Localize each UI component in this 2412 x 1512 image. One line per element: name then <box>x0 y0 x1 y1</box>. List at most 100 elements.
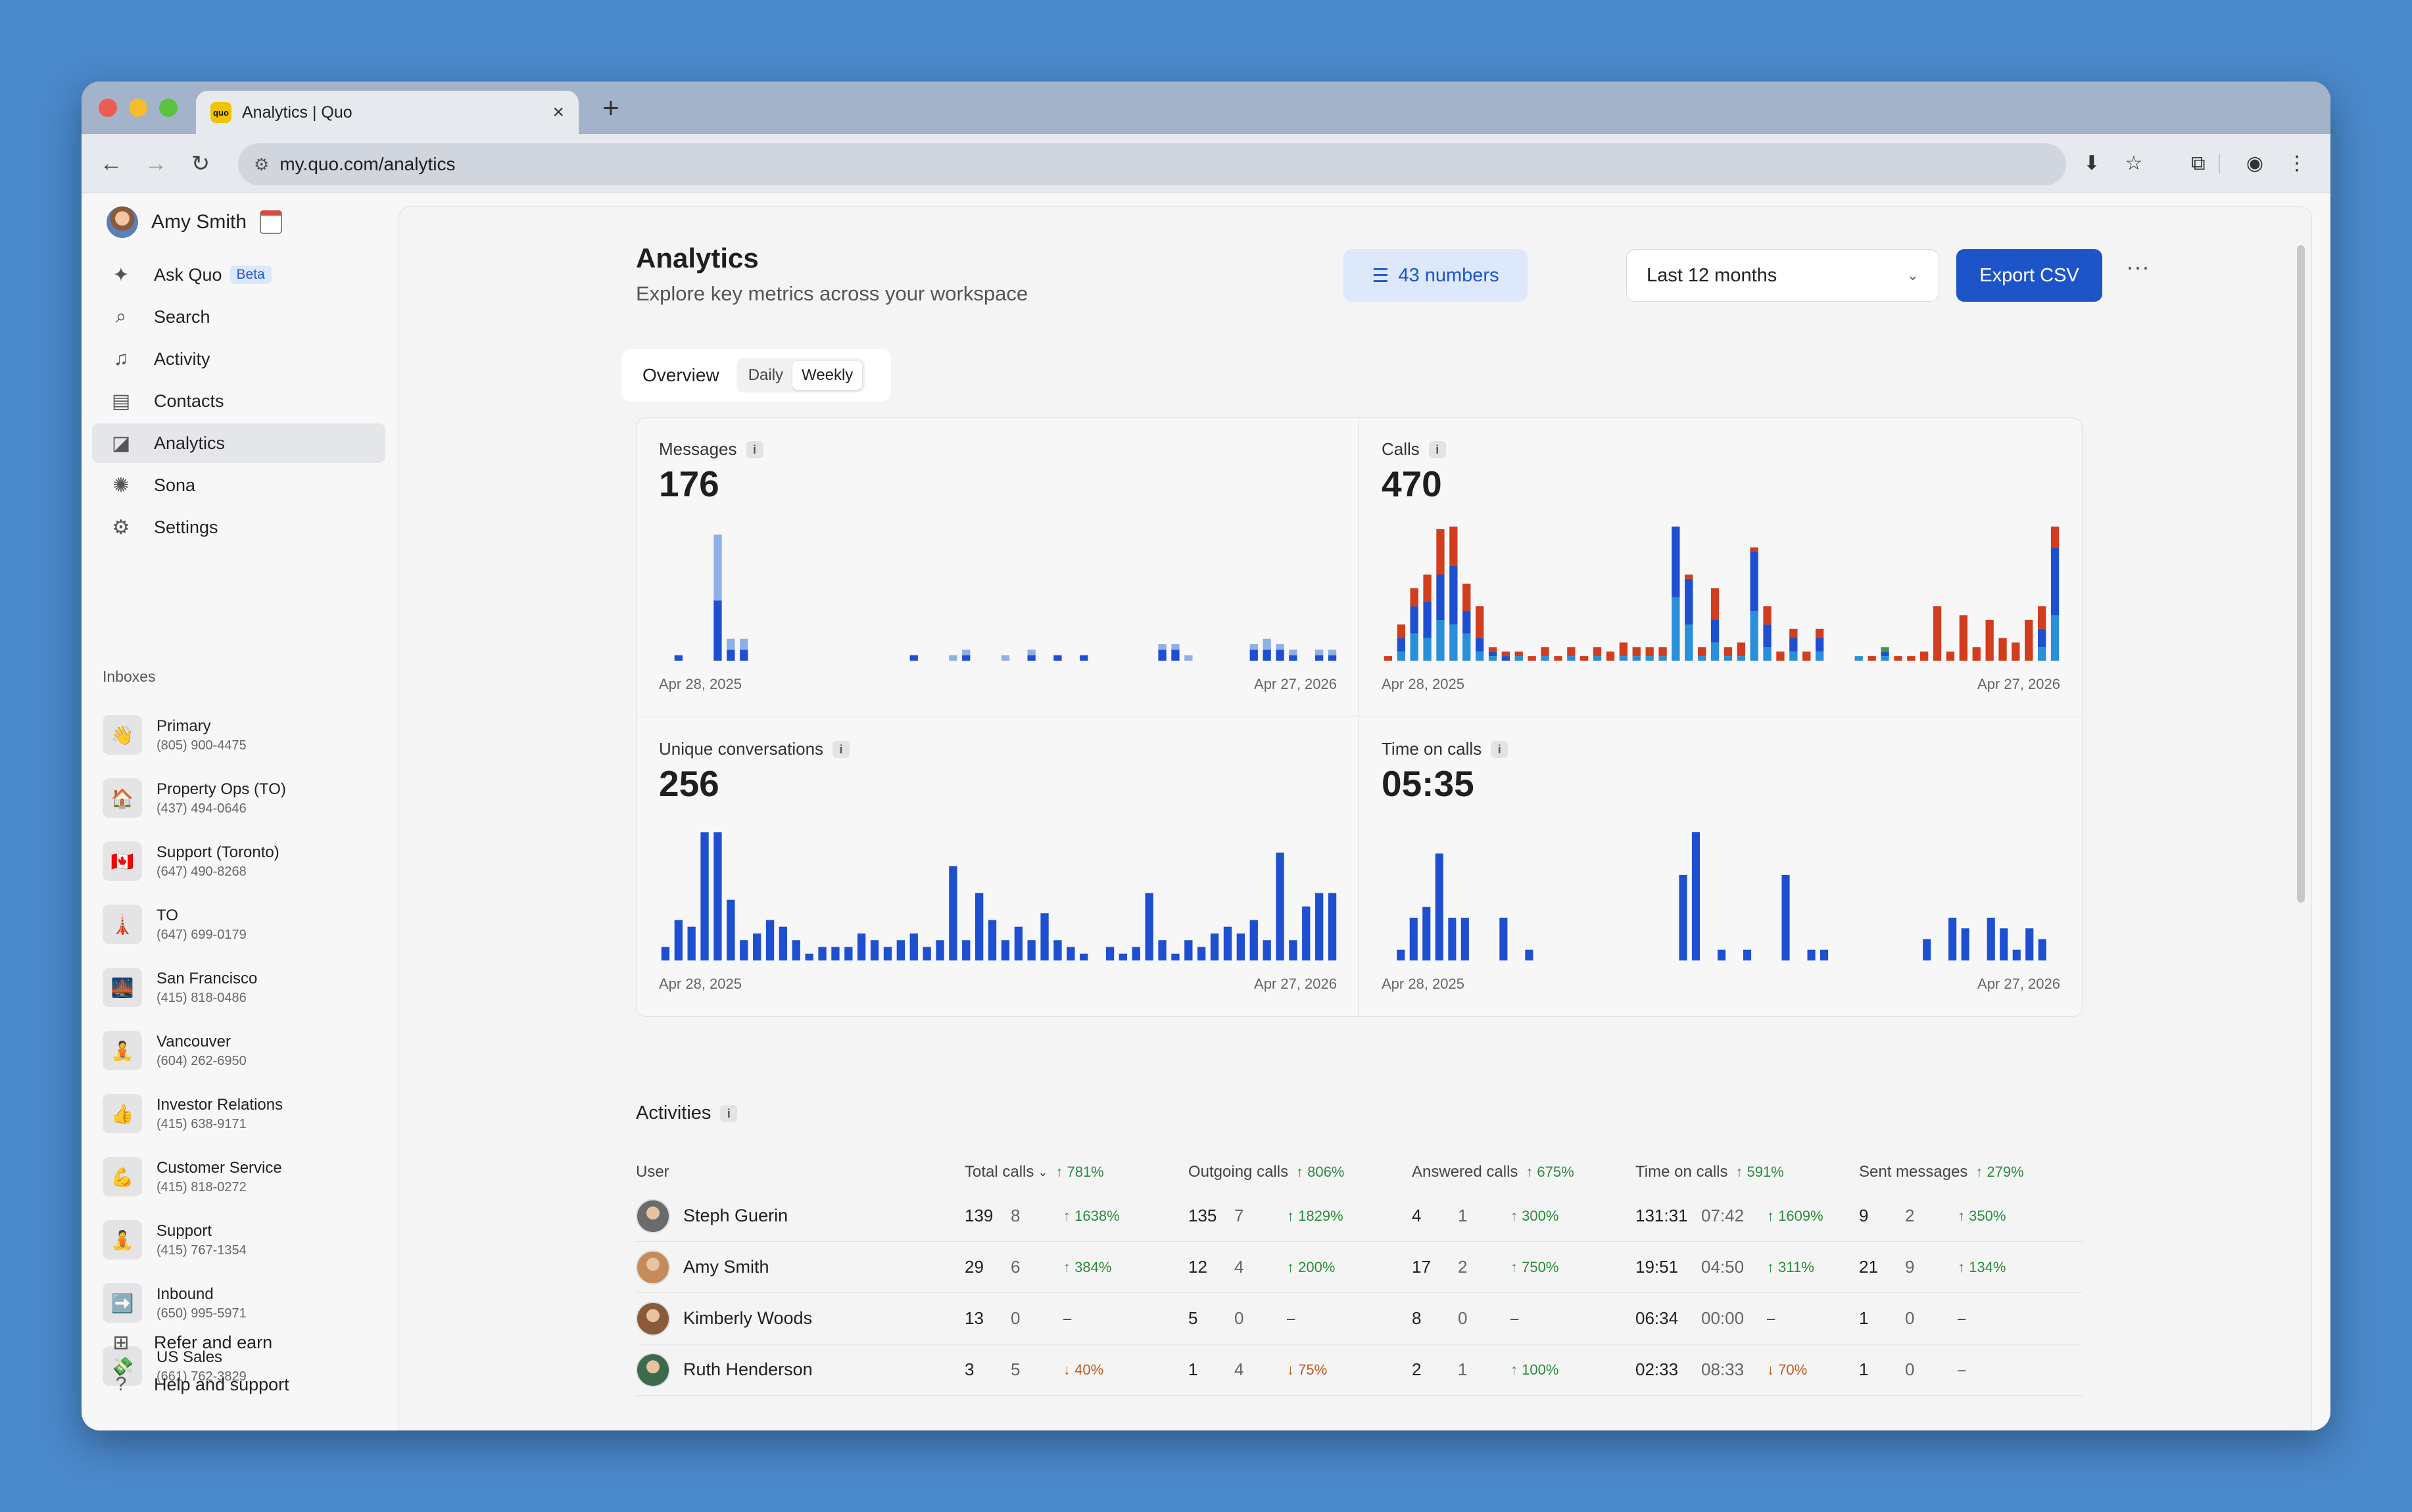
table-row[interactable]: Kimberly Woods 13 0 – 5 0 – 8 0 – 06:34 00:00 – 1 0 – <box>636 1293 2083 1344</box>
chart-bar[interactable] <box>896 940 905 960</box>
chart-bar[interactable] <box>674 920 683 961</box>
chart-bar[interactable] <box>1105 947 1115 961</box>
chart-bar[interactable] <box>1040 913 1049 960</box>
chart-bar[interactable] <box>765 920 775 961</box>
chart-bar[interactable] <box>1933 606 1942 661</box>
chart-bar[interactable] <box>727 638 735 650</box>
table-row[interactable]: Ruth Henderson 3 5 ↓ 40% 1 4 ↓ 75% 2 1 ↑ 100% 02:3… <box>636 1344 2083 1396</box>
chart-bar[interactable] <box>975 893 984 960</box>
bookmark-star-icon[interactable]: ☆ <box>2125 153 2143 174</box>
chart-bar[interactable] <box>909 655 918 661</box>
chart-bar[interactable] <box>1724 656 1733 661</box>
chart-bar[interactable] <box>1397 949 1405 960</box>
chart-bar[interactable] <box>1315 893 1324 960</box>
chart-bar[interactable] <box>949 655 957 661</box>
chart-bar[interactable] <box>1763 647 1772 661</box>
address-bar[interactable]: ⚙ my.quo.com/analytics <box>238 143 2066 185</box>
chart-bar[interactable] <box>740 940 748 960</box>
chart-bar[interactable] <box>1460 918 1469 960</box>
chart-bar[interactable] <box>1499 918 1508 960</box>
chart-bar[interactable] <box>1959 615 1967 661</box>
numbers-filter-button[interactable]: ☰ 43 numbers <box>1343 249 1528 302</box>
chart-bar[interactable] <box>988 920 997 961</box>
chart-bar[interactable] <box>1027 940 1036 960</box>
chart-bar[interactable] <box>2038 939 2046 961</box>
date-range-select[interactable]: Last 12 months ⌄ <box>1626 249 1939 302</box>
close-window-button[interactable] <box>99 99 117 117</box>
chart-bar[interactable] <box>1632 656 1641 661</box>
chart-bar[interactable] <box>1476 651 1484 661</box>
chart-bar[interactable] <box>1462 611 1471 634</box>
info-icon[interactable]: i <box>720 1104 738 1122</box>
chart-bar[interactable] <box>1410 588 1418 607</box>
chart-bar[interactable] <box>1593 656 1602 661</box>
info-icon[interactable]: i <box>1428 440 1446 458</box>
chart-bar[interactable] <box>1053 655 1062 661</box>
chart-bar[interactable] <box>1698 647 1706 657</box>
chart-bar[interactable] <box>1409 918 1418 960</box>
chart-bar[interactable] <box>1249 650 1258 661</box>
sidebar-item-sona[interactable]: ✺ Sona <box>92 465 385 505</box>
inbox-item[interactable]: 🏠 Property Ops (TO) (437) 494-0646 <box>103 767 385 830</box>
chart-bar[interactable] <box>2038 628 2046 648</box>
site-settings-icon[interactable]: ⚙ <box>254 154 270 174</box>
chart-bar[interactable] <box>1397 624 1405 638</box>
chart-bar[interactable] <box>1435 853 1443 960</box>
chart-bar[interactable] <box>1528 656 1536 661</box>
chart-bar[interactable] <box>1645 656 1654 661</box>
chart-bar[interactable] <box>1789 638 1798 652</box>
chart-bar[interactable] <box>2050 615 2060 661</box>
chart-bar[interactable] <box>1001 655 1010 661</box>
chart-bar[interactable] <box>1132 947 1140 961</box>
chart-bar[interactable] <box>1961 928 1969 960</box>
chart-bar[interactable] <box>1789 651 1798 661</box>
chart-bar[interactable] <box>1423 638 1432 661</box>
chart-bar[interactable] <box>2038 606 2046 629</box>
chart-bar[interactable] <box>1807 949 1816 960</box>
table-row[interactable]: Amy Smith 29 6 ↑ 384% 12 4 ↑ 200% 17 2 ↑ 750% 19:5… <box>636 1242 2083 1293</box>
chart-bar[interactable] <box>1449 624 1458 661</box>
chart-bar[interactable] <box>1171 644 1180 650</box>
chart-bar[interactable] <box>1946 651 1955 661</box>
user-profile[interactable]: Amy Smith <box>105 205 283 239</box>
chart-bar[interactable] <box>805 953 813 960</box>
chart-bar[interactable] <box>1014 926 1023 960</box>
chart-bar[interactable] <box>1645 647 1654 657</box>
chart-bar[interactable] <box>962 940 971 960</box>
chart-bar[interactable] <box>1710 642 1720 661</box>
chart-bar[interactable] <box>1698 656 1706 661</box>
chart-bar[interactable] <box>1672 527 1680 598</box>
chart-bar[interactable] <box>1737 656 1745 661</box>
sidebar-item-help[interactable]: ? Help and support <box>92 1365 385 1404</box>
chart-bar[interactable] <box>1422 907 1431 960</box>
install-icon[interactable]: ⬇ <box>2083 153 2100 174</box>
chart-bar[interactable] <box>1679 874 1687 960</box>
chart-bar[interactable] <box>1750 552 1758 611</box>
chart-bar[interactable] <box>1289 650 1297 655</box>
sidebar-item-activity[interactable]: ♫ Activity <box>92 339 385 379</box>
chart-bar[interactable] <box>857 933 866 960</box>
reload-icon[interactable]: ↻ <box>191 151 210 176</box>
chart-bar[interactable] <box>1541 656 1549 661</box>
chart-bar[interactable] <box>1067 947 1075 961</box>
chart-bar[interactable] <box>1184 655 1193 661</box>
inbox-item[interactable]: 💪 Customer Service (415) 818-0272 <box>103 1145 385 1208</box>
chart-bar[interactable] <box>1619 656 1628 661</box>
chart-bar[interactable] <box>1948 918 1957 960</box>
chart-bar[interactable] <box>687 926 696 960</box>
chart-bar[interactable] <box>740 638 748 650</box>
chart-bar[interactable] <box>1606 651 1615 661</box>
chart-bar[interactable] <box>1236 933 1245 960</box>
chart-bar[interactable] <box>883 947 892 961</box>
chart-bar[interactable] <box>1488 656 1497 661</box>
chart-bar[interactable] <box>1276 644 1284 650</box>
new-tab-icon[interactable]: + <box>602 92 619 124</box>
chart-bar[interactable] <box>1672 597 1680 661</box>
chart-bar[interactable] <box>1820 949 1829 960</box>
chart-bar[interactable] <box>1080 655 1088 661</box>
chart-bar[interactable] <box>1249 920 1258 961</box>
chart-bar[interactable] <box>661 947 670 961</box>
chart-bar[interactable] <box>713 534 722 601</box>
chart-bar[interactable] <box>1750 547 1758 552</box>
chart-bar[interactable] <box>2012 642 2020 661</box>
